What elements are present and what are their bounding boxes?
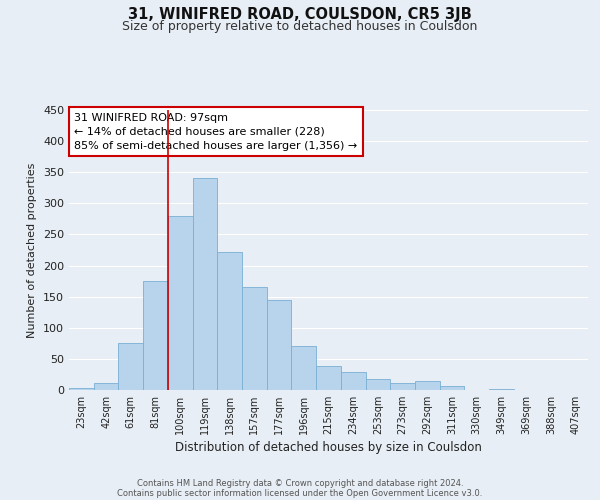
Bar [94, 382, 118, 390]
Bar [193, 178, 217, 390]
Bar [489, 389, 514, 390]
Text: Contains HM Land Registry data © Crown copyright and database right 2024.: Contains HM Land Registry data © Crown c… [137, 479, 463, 488]
Text: 31 WINIFRED ROAD: 97sqm
← 14% of detached houses are smaller (228)
85% of semi-d: 31 WINIFRED ROAD: 97sqm ← 14% of detache… [74, 113, 358, 151]
Text: Contains public sector information licensed under the Open Government Licence v3: Contains public sector information licen… [118, 489, 482, 498]
Bar [316, 366, 341, 390]
Bar [217, 252, 242, 390]
Bar [390, 383, 415, 390]
Bar [168, 216, 193, 390]
Bar [242, 288, 267, 390]
Bar [69, 388, 94, 390]
Bar [118, 344, 143, 390]
Bar [292, 346, 316, 390]
Y-axis label: Number of detached properties: Number of detached properties [28, 162, 37, 338]
Bar [267, 300, 292, 390]
X-axis label: Distribution of detached houses by size in Coulsdon: Distribution of detached houses by size … [175, 441, 482, 454]
Bar [365, 379, 390, 390]
Text: 31, WINIFRED ROAD, COULSDON, CR5 3JB: 31, WINIFRED ROAD, COULSDON, CR5 3JB [128, 8, 472, 22]
Bar [341, 372, 365, 390]
Bar [440, 386, 464, 390]
Bar [143, 281, 168, 390]
Bar [415, 380, 440, 390]
Text: Size of property relative to detached houses in Coulsdon: Size of property relative to detached ho… [122, 20, 478, 33]
